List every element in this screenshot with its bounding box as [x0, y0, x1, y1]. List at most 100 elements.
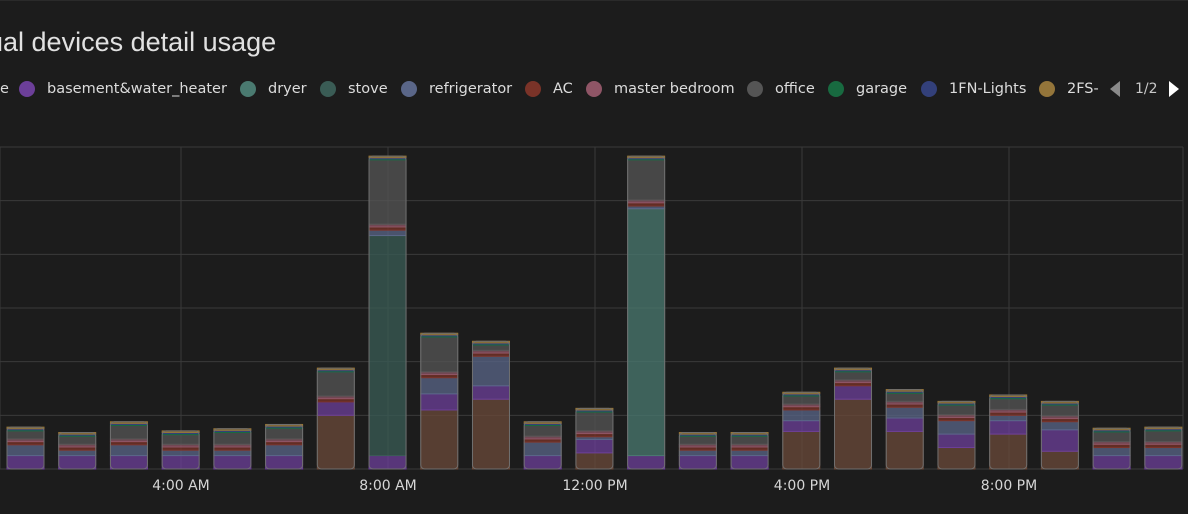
- bar-segment-office: [316, 371, 355, 397]
- legend-dot: [747, 81, 763, 97]
- bar-segment-office: [937, 404, 976, 416]
- bar-segment-office: [885, 392, 924, 402]
- bar-outline: [1040, 400, 1079, 470]
- bar-segment-basement-water-heater: [1040, 429, 1079, 452]
- bar-segment-office: [782, 395, 821, 405]
- legend-item-basement-water-heater[interactable]: basement&water_heater: [19, 77, 227, 101]
- bar-segment-refrigerator: [782, 409, 821, 422]
- bar-outline: [937, 400, 976, 470]
- bar-outline: [989, 394, 1028, 470]
- legend-item-master-bedroom[interactable]: master bedroom: [586, 77, 735, 101]
- bar-segment-basement-water-heater: [6, 455, 45, 470]
- bar-stack: [885, 389, 924, 470]
- bar-segment-basement-water-heater: [937, 433, 976, 449]
- chevron-right-icon[interactable]: [1168, 81, 1179, 97]
- bar-segment-refrigerator: [368, 229, 407, 237]
- legend-item-1fn-lights[interactable]: 1FN-Lights: [921, 77, 1026, 101]
- bar-stack: [6, 426, 45, 470]
- bar-outline: [1144, 426, 1183, 470]
- chevron-left-icon[interactable]: [1110, 81, 1120, 97]
- bar-segment-office: [471, 344, 510, 351]
- legend-label: e: [0, 81, 9, 97]
- bar-segment-refrigerator: [58, 449, 97, 457]
- bar-stack: [834, 367, 873, 470]
- bar-segment-office: [834, 371, 873, 381]
- x-axis-ticks: 4:00 AM 8:00 AM 12:00 PM 4:00 PM 8:00 PM: [152, 478, 1037, 494]
- bar-outline: [58, 432, 97, 470]
- bar-segment-office: [420, 336, 459, 373]
- bar-segment-basement-water-heater: [1144, 455, 1183, 470]
- bar-stack: [937, 400, 976, 470]
- bar-stack: [1040, 400, 1079, 470]
- bar-stack: [161, 430, 200, 470]
- bar-outline: [265, 423, 304, 470]
- bar-segment-office: [161, 434, 200, 445]
- bar-stack: [265, 423, 304, 470]
- bar-outline: [213, 428, 252, 470]
- bar-outline: [316, 367, 355, 470]
- bar-segment-basement-water-heater: [730, 455, 769, 470]
- bar-outline: [575, 407, 614, 470]
- chart-bars: [6, 155, 1183, 470]
- legend-item-ac[interactable]: AC: [525, 77, 573, 101]
- legend-label: garage: [856, 81, 908, 97]
- bar-segment-basement-water-heater: [58, 455, 97, 470]
- legend-item-stove[interactable]: stove: [320, 77, 388, 101]
- bar-segment-base: [316, 414, 355, 470]
- legend-dot: [525, 81, 541, 97]
- bar-segment-refrigerator: [1092, 447, 1131, 457]
- bar-stack: [989, 394, 1028, 470]
- legend-label: stove: [348, 81, 388, 97]
- bar-segment-base: [989, 433, 1028, 470]
- legend-dot: [19, 81, 35, 97]
- bar-outline: [109, 421, 148, 470]
- bar-stack: [575, 407, 614, 470]
- legend-item-partial[interactable]: e: [0, 77, 9, 101]
- legend-item-dryer[interactable]: dryer: [240, 77, 307, 101]
- chart-legend: e basement&water_heater dryer stove refr…: [0, 77, 1188, 101]
- bar-stack: [471, 340, 510, 470]
- bar-outline: [730, 432, 769, 470]
- legend-page-indicator: 1/2: [1135, 81, 1158, 97]
- bar-segment-basement-water-heater: [1092, 455, 1131, 470]
- legend-label: office: [775, 81, 815, 97]
- bar-segment-refrigerator: [885, 406, 924, 419]
- bar-segment-refrigerator: [989, 414, 1028, 422]
- x-tick-label: 12:00 PM: [562, 478, 627, 494]
- bar-segment-office: [1144, 430, 1183, 443]
- bar-stack: [316, 367, 355, 470]
- bar-segment-refrigerator: [730, 449, 769, 457]
- legend-label: refrigerator: [429, 81, 513, 97]
- legend-item-refrigerator[interactable]: refrigerator: [401, 77, 512, 101]
- bar-segment-refrigerator: [420, 377, 459, 395]
- legend-dot: [401, 81, 417, 97]
- bar-stack: [420, 332, 459, 470]
- bar-segment-office: [213, 432, 252, 445]
- bar-segment-refrigerator: [937, 420, 976, 435]
- legend-dot: [828, 81, 844, 97]
- bar-outline: [782, 391, 821, 470]
- bar-segment-basement-water-heater: [885, 417, 924, 432]
- legend-item-office[interactable]: office: [747, 77, 815, 101]
- bar-segment-refrigerator: [471, 355, 510, 387]
- bar-stack: [523, 421, 562, 470]
- bar-stack: [109, 421, 148, 470]
- bar-segment-dryer: [627, 208, 666, 457]
- bar-stack: [368, 155, 407, 470]
- bar-segment-base: [420, 409, 459, 470]
- bar-segment-basement-water-heater: [109, 455, 148, 470]
- bar-stack: [1144, 426, 1183, 470]
- legend-item-2fs[interactable]: 2FS-: [1039, 77, 1099, 101]
- bar-outline: [471, 340, 510, 470]
- bar-segment-office: [678, 435, 717, 445]
- bar-outline: [627, 155, 666, 470]
- legend-label: dryer: [268, 81, 307, 97]
- legend-dot: [320, 81, 336, 97]
- bar-segment-refrigerator: [678, 449, 717, 457]
- bar-segment-office: [58, 435, 97, 445]
- bar-segment-refrigerator: [265, 444, 304, 457]
- bar-segment-basement-water-heater: [161, 455, 200, 470]
- bar-outline: [161, 430, 200, 470]
- bar-segment-office: [265, 427, 304, 440]
- legend-item-garage[interactable]: garage: [828, 77, 907, 101]
